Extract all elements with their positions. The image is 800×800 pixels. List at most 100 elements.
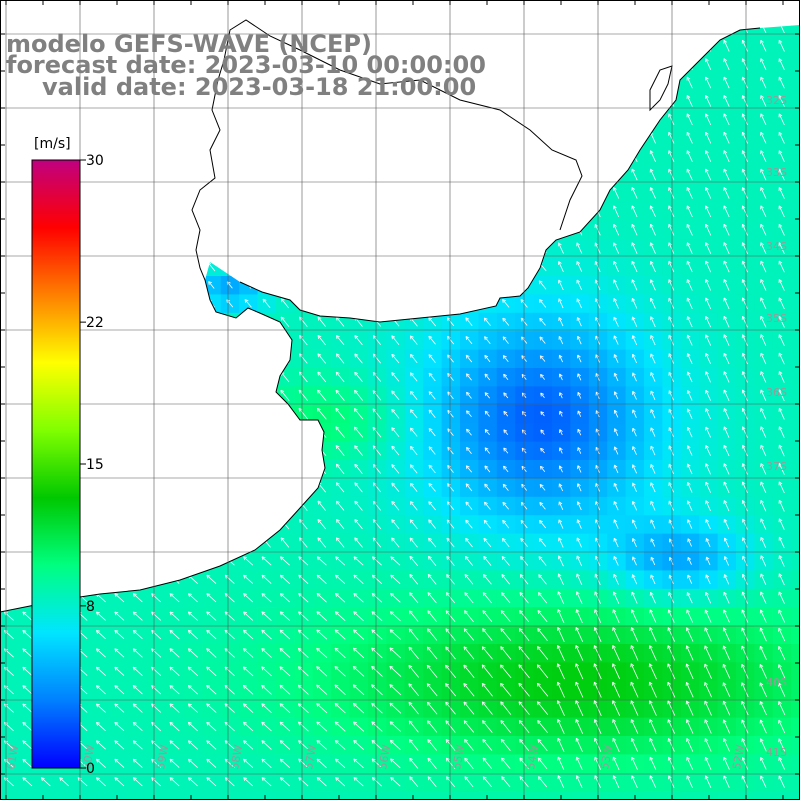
wind-arrow bbox=[317, 206, 327, 217]
wind-arrow bbox=[133, 279, 143, 291]
wind-arrow bbox=[317, 224, 327, 235]
wind-speed-cell bbox=[257, 331, 277, 351]
wind-speed-cell bbox=[625, 147, 645, 167]
wind-speed-cell bbox=[110, 147, 130, 167]
wind-arrow bbox=[243, 390, 253, 401]
lat-label: 33S bbox=[766, 166, 787, 179]
wind-arrow bbox=[225, 132, 235, 143]
wind-speed-cell bbox=[423, 25, 443, 38]
wind-speed-cell bbox=[791, 368, 800, 387]
wind-arrow bbox=[318, 4, 326, 14]
wind-arrow bbox=[225, 114, 235, 125]
wind-arrow bbox=[151, 261, 161, 272]
wind-speed-cell bbox=[294, 202, 314, 222]
wind-speed-cell bbox=[423, 128, 443, 148]
wind-arrow bbox=[23, 316, 32, 327]
wind-speed-cell bbox=[681, 0, 700, 19]
wind-speed-cell bbox=[791, 92, 800, 111]
wind-speed-cell bbox=[423, 257, 443, 277]
wind-arrow bbox=[335, 151, 345, 162]
wind-arrow bbox=[115, 353, 124, 364]
wind-speed-cell bbox=[184, 294, 203, 314]
wind-speed-cell bbox=[515, 55, 535, 75]
wind-arrow bbox=[243, 187, 253, 199]
wind-speed-cell bbox=[533, 73, 553, 93]
wind-arrow bbox=[170, 519, 179, 530]
wind-speed-cell bbox=[478, 25, 498, 38]
wind-arrow bbox=[465, 4, 473, 14]
wind-arrow bbox=[262, 482, 271, 493]
wind-speed-cell bbox=[202, 220, 222, 240]
wind-speed-cell bbox=[147, 533, 167, 553]
wind-speed-cell bbox=[184, 349, 203, 369]
wind-arrow bbox=[151, 463, 161, 475]
wind-speed-cell bbox=[220, 791, 240, 800]
wind-speed-cell bbox=[496, 110, 516, 130]
wind-arrow bbox=[502, 4, 510, 14]
wind-speed-cell bbox=[110, 0, 129, 19]
wind-speed-cell bbox=[184, 128, 203, 148]
wind-arrow bbox=[299, 206, 308, 217]
wind-speed-cell bbox=[349, 276, 369, 295]
wind-speed-cell bbox=[239, 478, 259, 498]
wind-speed-cell bbox=[368, 110, 387, 130]
wind-speed-cell bbox=[791, 441, 800, 461]
wind-arrow bbox=[115, 445, 124, 456]
wind-arrow bbox=[410, 4, 418, 14]
wind-speed-cell bbox=[110, 294, 130, 314]
wind-speed-cell bbox=[220, 184, 240, 203]
wind-speed-cell bbox=[496, 184, 516, 203]
wind-arrow bbox=[317, 261, 327, 272]
wind-speed-cell bbox=[239, 220, 259, 240]
wind-speed-cell bbox=[128, 552, 148, 571]
wind-speed-cell bbox=[791, 386, 800, 406]
wind-speed-cell bbox=[515, 791, 535, 800]
wind-speed-cell bbox=[220, 147, 240, 167]
wind-arrow bbox=[207, 224, 216, 235]
wind-speed-cell bbox=[368, 147, 387, 167]
wind-speed-cell bbox=[184, 441, 203, 461]
wind-speed-cell bbox=[147, 460, 167, 479]
wind-speed-cell bbox=[165, 404, 185, 424]
wind-speed-cell bbox=[791, 0, 800, 19]
wind-speed-cell bbox=[220, 496, 240, 516]
wind-speed-cell bbox=[92, 791, 111, 800]
wind-speed-cell bbox=[220, 349, 240, 369]
wind-arrow bbox=[23, 482, 32, 493]
wind-speed-cell bbox=[128, 312, 148, 332]
wind-arrow bbox=[151, 335, 161, 346]
wind-speed-cell bbox=[791, 570, 800, 590]
wind-speed-cell bbox=[92, 276, 111, 295]
wind-arrow bbox=[501, 95, 511, 107]
wind-speed-cell bbox=[92, 404, 111, 424]
wind-speed-cell bbox=[276, 110, 295, 130]
wind-speed-cell bbox=[386, 239, 406, 259]
wind-speed-cell bbox=[404, 294, 424, 314]
wind-speed-cell bbox=[294, 791, 314, 800]
wind-arrow bbox=[649, 25, 656, 34]
wind-speed-cell bbox=[0, 276, 19, 295]
wind-speed-cell bbox=[276, 128, 295, 148]
wind-speed-cell bbox=[386, 220, 406, 240]
wind-speed-cell bbox=[570, 55, 590, 75]
wind-speed-cell bbox=[625, 110, 645, 130]
wind-speed-cell bbox=[607, 128, 627, 148]
wind-arrow bbox=[207, 390, 216, 401]
wind-speed-cell bbox=[184, 368, 203, 387]
wind-speed-cell bbox=[220, 368, 240, 387]
wind-speed-cell bbox=[110, 404, 130, 424]
wind-speed-cell bbox=[239, 331, 259, 351]
wind-speed-cell bbox=[533, 55, 553, 75]
wind-speed-cell bbox=[184, 184, 203, 203]
wind-speed-cell bbox=[184, 423, 203, 443]
wind-arrow bbox=[262, 280, 271, 290]
wind-speed-cell bbox=[312, 110, 332, 130]
wind-speed-cell bbox=[147, 0, 166, 19]
wind-speed-cell bbox=[552, 128, 571, 148]
wind-speed-cell bbox=[220, 331, 240, 351]
wind-arrow bbox=[188, 243, 198, 254]
wind-arrow bbox=[207, 519, 216, 530]
wind-arrow bbox=[151, 132, 161, 143]
wind-speed-cell bbox=[496, 220, 516, 240]
